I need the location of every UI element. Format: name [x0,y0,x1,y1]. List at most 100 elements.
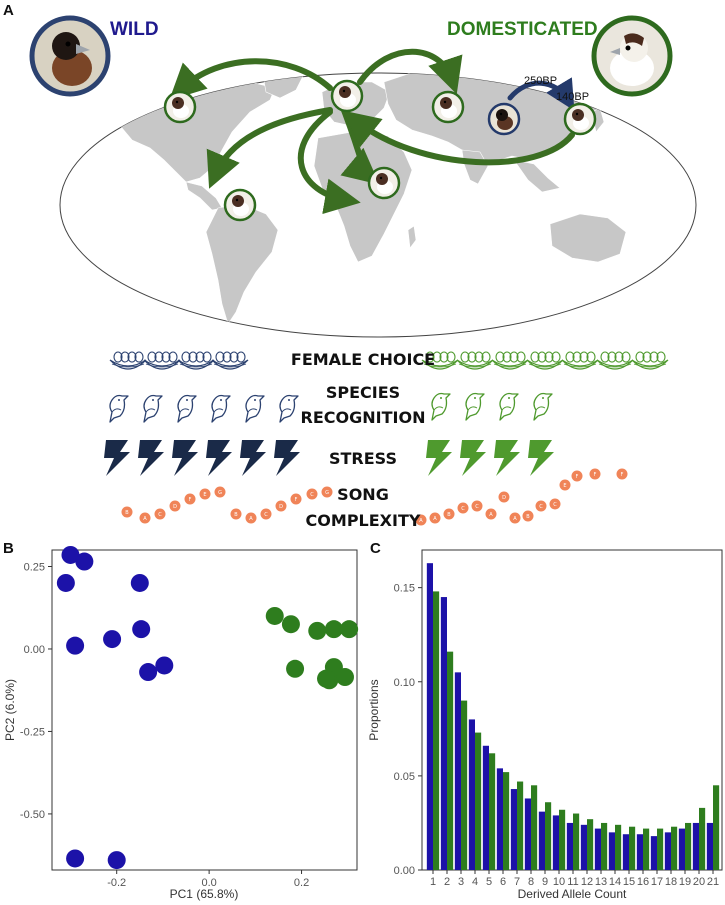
x-tick-label: 10 [553,876,565,888]
x-tick-label: 13 [595,876,607,888]
sfs-bar-wild [510,789,517,870]
trait-species-recognition-label-line2: RECOGNITION [301,408,426,427]
x-tick-label: 14 [609,876,621,888]
lightning-icon [494,440,520,476]
date-label-250bp: 250BP [524,75,557,87]
lightning-icon [240,440,266,476]
svg-text:G: G [325,490,329,496]
svg-text:C: C [475,504,479,510]
x-tick-label: 11 [567,876,578,888]
pca-point-domesticated [335,668,354,687]
trait-female-choice-label: FEMALE CHOICE [291,350,435,369]
stress-domesticated-icons [426,440,554,476]
domesticated-label: DOMESTICATED [447,19,598,40]
x-tick-label: 8 [528,876,534,888]
bird-icon [223,188,257,222]
svg-text:A: A [513,516,517,522]
svg-text:A: A [489,512,493,518]
date-label-140bp: 140BP [556,91,589,103]
sfs-bar-domesticated [531,785,538,870]
sfs-bar-wild [440,597,447,870]
panel-b: B -0.2 0.0 0.2 0.25 0.00 -0.25 -0.50 PC1 (65.8… [3,540,359,901]
lightning-icon [460,440,486,476]
svg-text:F: F [295,497,298,503]
svg-text:F: F [189,497,192,503]
sfs-bar-domesticated [489,753,496,870]
sfs-bar-domesticated [433,591,440,870]
arrow-europe-to-north-america [169,58,333,101]
svg-text:C: C [158,512,162,518]
song-domesticated-syllables: A A B C C A D A B C C E F F F [415,468,628,526]
australia [549,213,627,263]
arrow-china-to-japan [507,77,575,111]
svg-text:C: C [553,502,557,508]
song-syllable: B [230,508,242,520]
lightning-icon [528,440,554,476]
sfs-bar-wild [524,798,531,870]
svg-text:D: D [279,504,283,510]
song-syllable: A [245,512,257,524]
sfs-bar-domesticated [601,822,608,870]
migration-arrows [169,48,575,215]
sfs-bar-domesticated [559,809,566,870]
song-wild-syllables: B A C D F E G B A C D F C G [121,486,333,524]
song-syllable: C [457,502,469,514]
south-america [205,203,279,325]
arrow-europe-to-south-america [206,107,333,189]
bird-icon [367,166,401,200]
pca-y-axis-label: PC2 (6.0%) [3,679,17,741]
svg-text:A: A [249,516,253,522]
y-tick-label: -0.25 [20,726,45,738]
song-syllable: F [571,470,583,482]
pca-point-wild [139,663,158,682]
pca-point-domesticated [281,615,300,634]
trait-female-choice: FEMALE CHOICE [109,350,669,370]
y-tick-label: 0.15 [394,583,415,595]
song-syllable: C [549,498,561,510]
sfs-bar-domesticated [461,700,468,870]
sfs-bar-wild [538,811,545,870]
x-tick-label: 1 [430,876,436,888]
sfs-bar-domesticated [545,802,552,870]
bird-markers [163,79,597,222]
trait-stress: STRESS [104,440,554,476]
pca-point-wild [75,552,94,571]
arrow-europe-to-west-africa [297,109,361,215]
sfs-axes: 0.000.050.100.151 2 3 4 5 6 7 8 9 10 11 12 13 14 15 16 1… [394,583,720,888]
song-syllable: E [559,479,571,491]
y-tick-label: 0.00 [394,865,415,877]
pca-point-domesticated [308,621,327,640]
sfs-bar-wild [622,834,629,870]
song-syllable: C [260,508,272,520]
madagascar [407,225,417,249]
pca-point-domesticated [324,620,343,639]
nest-icon [109,351,147,370]
bird-outline-icon [533,392,553,421]
pca-points [56,545,359,870]
wild-bird-portrait [29,15,111,97]
sfs-bar-domesticated [643,828,650,870]
song-syllable: B [121,506,133,518]
y-tick-label: 0.05 [394,771,415,783]
southeast-asia [513,159,561,193]
song-syllable: F [184,493,196,505]
sfs-bar-domesticated [587,819,594,870]
x-tick-label: 3 [458,876,464,888]
panel-a: A [3,2,697,530]
pca-point-wild [155,656,174,675]
trait-species-recognition-label-line1: SPECIES [326,383,400,402]
lightning-icon [104,440,130,476]
svg-text:D: D [502,495,506,501]
song-syllable: A [509,512,521,524]
song-syllable: E [199,488,211,500]
bird-icon [163,90,197,124]
bird-outline-icon [431,392,451,421]
svg-text:A: A [419,518,423,524]
pca-point-wild [103,630,122,649]
sfs-bar-wild [678,828,685,870]
lightning-icon [274,440,300,476]
sfs-bar-domesticated [657,828,664,870]
world-map [59,72,697,338]
continents [117,73,627,325]
